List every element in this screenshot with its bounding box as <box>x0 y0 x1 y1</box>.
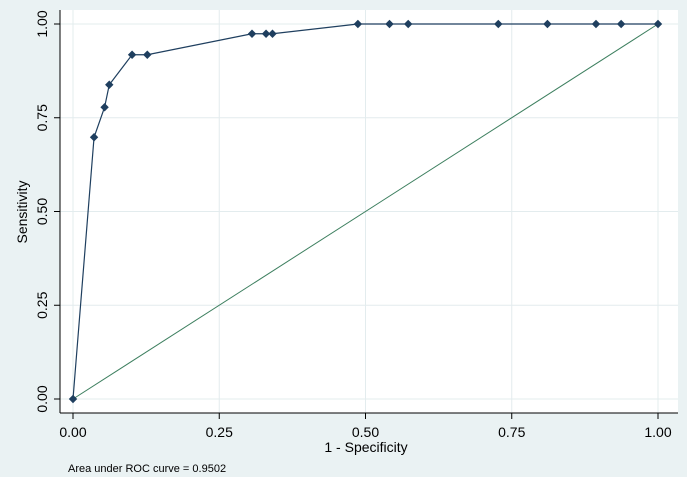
roc-point-16 <box>653 19 663 29</box>
roc-point-2 <box>100 103 109 112</box>
roc-point-8 <box>268 29 277 38</box>
x-axis-title: 1 - Specificity <box>324 439 407 455</box>
roc-point-5 <box>143 50 152 59</box>
roc-point-14 <box>591 19 601 29</box>
y-tick-label-3: 0.75 <box>34 104 50 131</box>
x-tick-label-0: 0.00 <box>59 424 86 440</box>
roc-point-11 <box>404 19 413 29</box>
roc-point-6 <box>247 29 257 38</box>
roc-point-12 <box>494 19 503 29</box>
roc-point-15 <box>616 19 626 29</box>
roc-point-10 <box>385 19 394 29</box>
reference-line <box>72 23 659 400</box>
y-tick-label-0: 0.00 <box>34 385 50 412</box>
roc-point-1 <box>89 133 99 142</box>
y-tick-label-1: 0.25 <box>34 291 50 318</box>
y-tick-label-4: 1.00 <box>34 10 50 37</box>
y-axis-title: Sensitivity <box>14 180 30 243</box>
roc-point-3 <box>105 80 114 89</box>
roc-point-7 <box>261 29 271 38</box>
x-tick-label-3: 0.75 <box>498 424 525 440</box>
x-tick-label-1: 0.25 <box>206 424 233 440</box>
auc-note: Area under ROC curve = 0.9502 <box>68 463 226 475</box>
roc-point-13 <box>543 19 552 29</box>
roc-point-9 <box>353 19 363 29</box>
y-tick-label-2: 0.50 <box>34 198 50 225</box>
x-tick-label-4: 1.00 <box>644 424 671 440</box>
x-tick-label-2: 0.50 <box>352 424 379 440</box>
roc-point-0 <box>68 394 78 404</box>
axes: 0.00 0.25 0.50 0.75 1.00 0.00 0.25 0.50 0.75 1.00 <box>34 10 678 440</box>
roc-point-4 <box>127 50 137 59</box>
series-group <box>68 19 663 404</box>
